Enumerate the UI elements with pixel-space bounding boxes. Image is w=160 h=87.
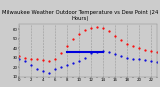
Text: Milwaukee Weather Outdoor Temperature vs Dew Point (24 Hours): Milwaukee Weather Outdoor Temperature vs… — [2, 10, 158, 21]
